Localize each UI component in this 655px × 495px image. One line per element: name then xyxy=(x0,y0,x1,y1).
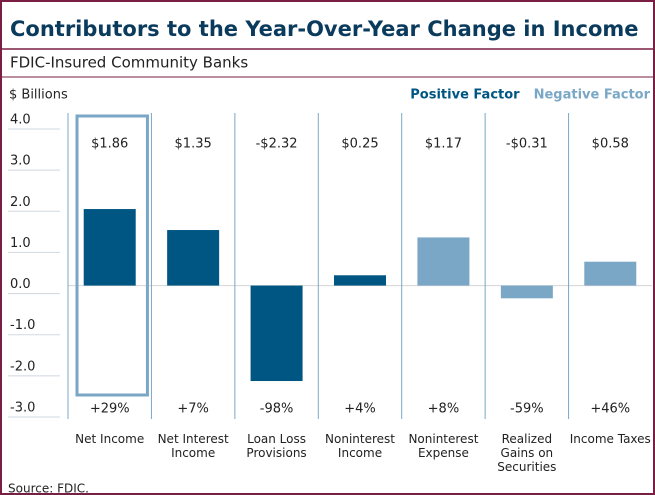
bar xyxy=(250,285,303,382)
bar xyxy=(417,237,470,286)
x-tick-label: Loan Loss Provisions xyxy=(246,432,307,460)
legend-entry: Positive Factor xyxy=(410,88,520,103)
chart-subtitle: FDIC-Insured Community Banks xyxy=(10,54,248,72)
x-tick-label: Realized Gains on Securities xyxy=(497,432,557,474)
chart-title: Contributors to the Year-Over-Year Chang… xyxy=(10,17,639,41)
value-label: $0.58 xyxy=(592,137,629,152)
bar xyxy=(500,285,553,299)
y-tick-label: 2.0 xyxy=(10,195,31,210)
y-tick-label: 0.0 xyxy=(10,277,31,292)
x-tick-label: Noninterest Expense xyxy=(408,432,479,460)
y-tick-label: -3.0 xyxy=(10,401,35,416)
change-label: -98% xyxy=(260,402,294,417)
value-label: $1.35 xyxy=(175,137,212,152)
bar xyxy=(83,209,136,286)
value-label: $1.86 xyxy=(91,137,128,152)
change-label: +8% xyxy=(428,402,460,417)
change-label: +7% xyxy=(177,402,209,417)
change-label: -59% xyxy=(510,402,544,417)
bar xyxy=(584,261,637,286)
y-tick-label: 4.0 xyxy=(10,113,31,128)
change-label: +4% xyxy=(344,402,376,417)
x-tick-label: Income Taxes xyxy=(569,432,651,446)
change-label: +46% xyxy=(590,402,630,417)
bar xyxy=(334,275,386,286)
y-tick-label: -1.0 xyxy=(10,318,35,333)
value-label: -$0.31 xyxy=(506,137,548,152)
legend-entry: Negative Factor xyxy=(534,88,651,103)
x-tick-label: Net Interest Income xyxy=(157,432,229,460)
y-axis-label: $ Billions xyxy=(9,88,68,103)
value-label: -$2.32 xyxy=(256,137,298,152)
highlight-box xyxy=(75,114,149,397)
value-label: $1.17 xyxy=(425,137,462,152)
y-tick-label: 3.0 xyxy=(10,154,31,169)
y-tick-label: 1.0 xyxy=(10,236,31,251)
bar xyxy=(167,230,220,286)
value-label: $0.25 xyxy=(341,137,378,152)
source: Source: FDIC. xyxy=(8,482,89,495)
x-tick-label: Net Income xyxy=(75,432,145,446)
y-tick-label: -2.0 xyxy=(10,359,35,374)
x-tick-label: Noninterest Income xyxy=(325,432,395,460)
change-label: +29% xyxy=(90,402,130,417)
